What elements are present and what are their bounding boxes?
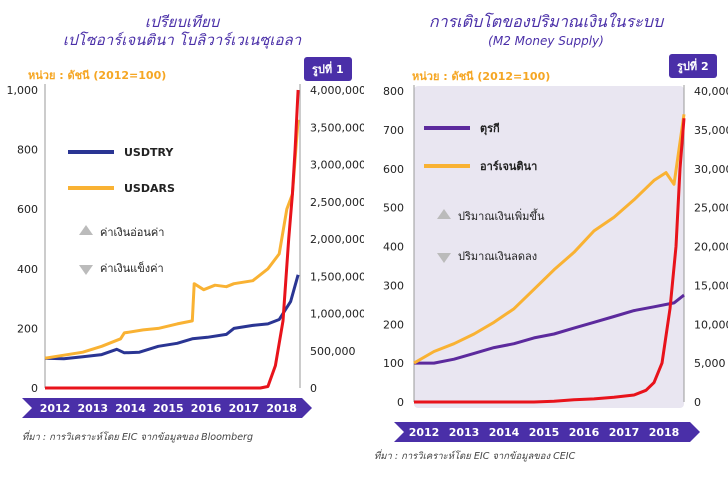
y-left-tick-label: 600: [17, 203, 38, 216]
x-tick-label: 2018: [649, 426, 680, 439]
x-axis-band: [22, 398, 312, 418]
annotation-label: ปริมาณเงินลดลง: [458, 250, 537, 263]
right-unit-label: หน่วย : ดัชนี (2012=100): [412, 70, 551, 83]
annotation-label: ค่าเงินอ่อนค่า: [100, 226, 164, 239]
y-right-tick-label: 2,500,000: [310, 196, 364, 209]
x-tick-label: 2015: [529, 426, 560, 439]
x-tick-label: 2012: [40, 402, 71, 415]
y-left-tick-label: 400: [17, 263, 38, 276]
series-line-USDARS: [44, 119, 300, 360]
plot-area: [414, 86, 684, 408]
x-tick-label: 2017: [229, 402, 260, 415]
x-tick-label: 2012: [409, 426, 440, 439]
x-axis-band: [394, 422, 700, 442]
x-tick-label: 2018: [266, 402, 297, 415]
left-chart-svg: 0 200 400 600 800 1,000 0 500,000 1,000,000 1,500…: [7, 84, 364, 418]
y-right-tick-label: 2,000,000: [310, 233, 364, 246]
legend-label: ตุรกี: [480, 122, 500, 136]
y-left-tick-label: 700: [383, 124, 404, 137]
legend-label: USDARS: [124, 182, 175, 195]
legend-label: USDTRY: [124, 146, 174, 159]
series-line-ตุรกี: [414, 293, 685, 365]
y-left-tick-label: 300: [383, 279, 404, 292]
left-chart-panel: เปรียบเทียบ เปโซอาร์เจนตินา โบลิวาร์เวเน…: [7, 13, 365, 443]
y-right-tick-label: 10,000: [694, 318, 728, 331]
y-left-tick-label: 1,000: [7, 84, 39, 97]
y-right-tick-label: 35,000: [694, 124, 728, 137]
down-arrow-icon: [79, 265, 93, 275]
y-left-tick-label: 400: [383, 241, 404, 254]
right-subtitle: (M2 Money Supply): [488, 34, 604, 48]
y-left-tick-label: 600: [383, 163, 404, 176]
y-left-tick-label: 800: [383, 85, 404, 98]
up-arrow-icon: [437, 209, 451, 219]
left-title-line1: เปรียบเทียบ: [144, 13, 220, 31]
series-line-unlabeled: [45, 89, 300, 390]
y-right-tick-label: 30,000: [694, 163, 728, 176]
y-right-tick-label: 25,000: [694, 202, 728, 215]
y-right-tick-label: 3,500,000: [310, 121, 364, 134]
y-right-tick-label: 0: [694, 396, 701, 409]
y-right-tick-label: 1,000,000: [310, 308, 364, 321]
y-left-tick-label: 800: [17, 144, 38, 157]
right-title: การเติบโตของปริมาณเงินในระบบ: [428, 12, 664, 31]
annotation-label: ปริมาณเงินเพิ่มขึ้น: [458, 208, 545, 223]
left-figure-label: รูปที่ 1: [304, 57, 352, 81]
right-chart-panel: การเติบโตของปริมาณเงินในระบบ (M2 Money S…: [364, 0, 728, 480]
legend-label: อาร์เจนตินา: [480, 160, 537, 173]
y-right-tick-label: 3,000,000: [310, 159, 364, 172]
y-right-tick-label: 40,000: [694, 85, 728, 98]
plot-area: [45, 84, 300, 390]
x-tick-label: 2016: [569, 426, 600, 439]
y-left-tick-label: 200: [17, 322, 38, 335]
y-left-tick-label: 200: [383, 318, 404, 331]
x-tick-label: 2014: [489, 426, 520, 439]
y-right-tick-label: 4,000,000: [310, 84, 364, 97]
x-tick-label: 2016: [191, 402, 222, 415]
annotation-label: ค่าเงินแข็งค่า: [100, 261, 164, 275]
x-tick-label: 2013: [449, 426, 480, 439]
y-left-tick-label: 0: [31, 382, 38, 395]
y-right-tick-label: 5,000: [694, 357, 726, 370]
y-right-tick-label: 0: [310, 382, 317, 395]
y-left-tick-label: 0: [397, 396, 404, 409]
right-figure-label: รูปที่ 2: [669, 54, 717, 78]
x-tick-label: 2014: [115, 402, 146, 415]
series-line-unlabeled: [414, 118, 686, 404]
up-arrow-icon: [79, 225, 93, 235]
series-line-USDTRY: [44, 274, 300, 361]
y-right-tick-label: 20,000: [694, 241, 728, 254]
x-tick-label: 2015: [153, 402, 184, 415]
right-chart-svg: 0 100 200 300 400 500 600 700 800 0 5,000 10,000 15,…: [383, 85, 728, 442]
y-right-tick-label: 500,000: [310, 345, 356, 358]
x-tick-label: 2013: [77, 402, 108, 415]
x-tick-label: 2017: [609, 426, 640, 439]
right-source: ที่มา : การวิเคราะห์โดย EIC จากข้อมูลของ…: [374, 451, 576, 462]
y-left-tick-label: 500: [383, 202, 404, 215]
left-unit-label: หน่วย : ดัชนี (2012=100): [28, 69, 167, 82]
y-right-tick-label: 15,000: [694, 279, 728, 292]
left-source: ที่มา : การวิเคราะห์โดย EIC จากข้อมูลของ…: [22, 432, 253, 443]
y-left-tick-label: 100: [383, 357, 404, 370]
series-line-อาร์เจนตินา: [413, 114, 686, 365]
y-right-tick-label: 1,500,000: [310, 270, 364, 283]
left-title-line2: เปโซอาร์เจนตินา โบลิวาร์เวเนซุเอลา: [62, 31, 302, 49]
down-arrow-icon: [437, 253, 451, 263]
